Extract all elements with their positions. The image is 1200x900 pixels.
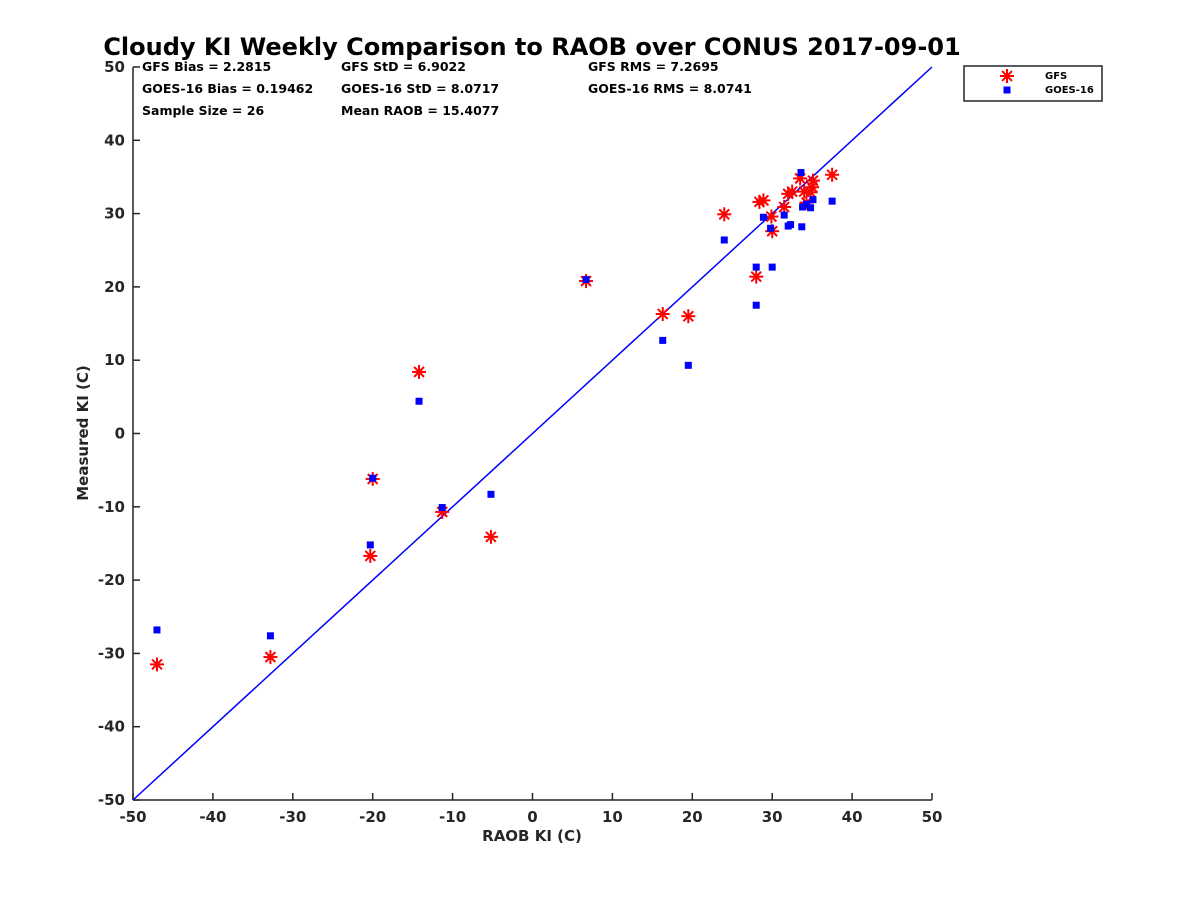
stat-mean-raob: Mean RAOB = 15.4077	[341, 103, 499, 118]
gfs-point	[749, 269, 764, 284]
stat-goes-rms: GOES-16 RMS = 8.0741	[588, 81, 752, 96]
legend: GFS GOES-16	[963, 65, 1103, 102]
goes-16-point	[153, 626, 161, 634]
goes-16-point	[809, 196, 817, 204]
legend-label-goes: GOES-16	[1045, 85, 1094, 96]
goes-16-point	[807, 204, 815, 212]
stat-gfs-std: GFS StD = 6.9022	[341, 59, 466, 74]
goes-16-point	[415, 397, 423, 405]
goes-16-point	[828, 197, 836, 205]
legend-gfs-asterisk-icon	[1000, 69, 1014, 83]
stat-gfs-bias: GFS Bias = 2.2815	[142, 59, 271, 74]
stat-goes-std: GOES-16 StD = 8.0717	[341, 81, 499, 96]
gfs-point	[717, 207, 732, 222]
y-tick-label: 30	[104, 205, 125, 223]
stat-gfs-rms: GFS RMS = 7.2695	[588, 59, 719, 74]
goes-16-point	[797, 169, 805, 177]
gfs-point	[785, 184, 800, 199]
goes-16-point	[803, 200, 811, 208]
goes-16-point	[799, 203, 807, 211]
y-tick-label: 40	[104, 131, 125, 149]
goes-16-point	[798, 223, 806, 231]
chart-title: Cloudy KI Weekly Comparison to RAOB over…	[103, 33, 960, 61]
gfs-point	[412, 364, 427, 379]
gfs-point	[263, 650, 278, 665]
y-tick-label: 10	[104, 351, 125, 369]
gfs-point	[655, 307, 670, 322]
goes-16-point	[487, 490, 495, 498]
stats-block: GFS Bias = 2.2815 GFS StD = 6.9022 GFS R…	[142, 59, 752, 118]
y-tick-label: -30	[98, 644, 125, 662]
gfs-point	[756, 193, 771, 208]
y-tick-label: -40	[98, 718, 125, 736]
legend-label-gfs: GFS	[1045, 71, 1067, 82]
y-tick-label: -20	[98, 571, 125, 589]
goes-16-point	[369, 474, 377, 482]
gfs-point	[805, 180, 820, 195]
data-layer	[132, 66, 933, 801]
gfs-point	[681, 309, 696, 324]
y-tick-label: 0	[115, 425, 125, 443]
x-axis-label: RAOB KI (C)	[482, 827, 582, 845]
x-tick-label: -20	[359, 808, 386, 826]
goes-16-point	[366, 541, 374, 549]
series-goes-16	[153, 169, 836, 640]
goes-16-point	[752, 263, 760, 271]
legend-goes-square-icon	[1003, 86, 1011, 94]
goes-16-point	[266, 632, 274, 640]
x-tick-label: 50	[922, 808, 943, 826]
goes-16-point	[720, 236, 728, 244]
goes-16-point	[787, 221, 795, 229]
stat-sample-size: Sample Size = 26	[142, 103, 264, 118]
goes-16-point	[752, 301, 760, 309]
x-tick-label: 30	[762, 808, 783, 826]
y-tick-label: 20	[104, 278, 125, 296]
legend-gfs-marker	[1000, 69, 1014, 83]
goes-16-point	[659, 336, 667, 344]
legend-goes-marker	[1003, 86, 1011, 94]
x-tick-label: -50	[119, 808, 146, 826]
gfs-point	[483, 529, 498, 544]
gfs-point	[825, 167, 840, 182]
stat-goes-bias: GOES-16 Bias = 0.19462	[142, 81, 313, 96]
goes-16-point	[768, 263, 776, 271]
goes-16-point	[767, 224, 775, 232]
y-tick-label: -10	[98, 498, 125, 516]
goes-16-point	[582, 276, 590, 284]
y-tick-label: -50	[98, 791, 125, 809]
goes-16-point	[684, 361, 692, 369]
y-tick-label: 50	[104, 58, 125, 76]
x-tick-label: -30	[279, 808, 306, 826]
x-tick-label: -40	[199, 808, 226, 826]
x-tick-label: 20	[682, 808, 703, 826]
goes-16-point	[438, 504, 446, 512]
legend-box	[963, 65, 1103, 102]
goes-16-point	[780, 211, 788, 219]
x-tick-label: 0	[527, 808, 537, 826]
x-tick-label: 40	[842, 808, 863, 826]
gfs-point	[363, 548, 378, 563]
one-to-one-line	[132, 66, 933, 801]
axes: -50 -40 -30 -20 -10 0 10 20 30 40 50 -50 -40 -30 -20 -1…	[98, 58, 943, 826]
series-gfs	[149, 167, 840, 672]
gfs-point	[149, 657, 164, 672]
y-axis-label: Measured KI (C)	[74, 365, 92, 501]
goes-16-point	[759, 213, 767, 221]
x-tick-label: -10	[439, 808, 466, 826]
x-tick-label: 10	[602, 808, 623, 826]
